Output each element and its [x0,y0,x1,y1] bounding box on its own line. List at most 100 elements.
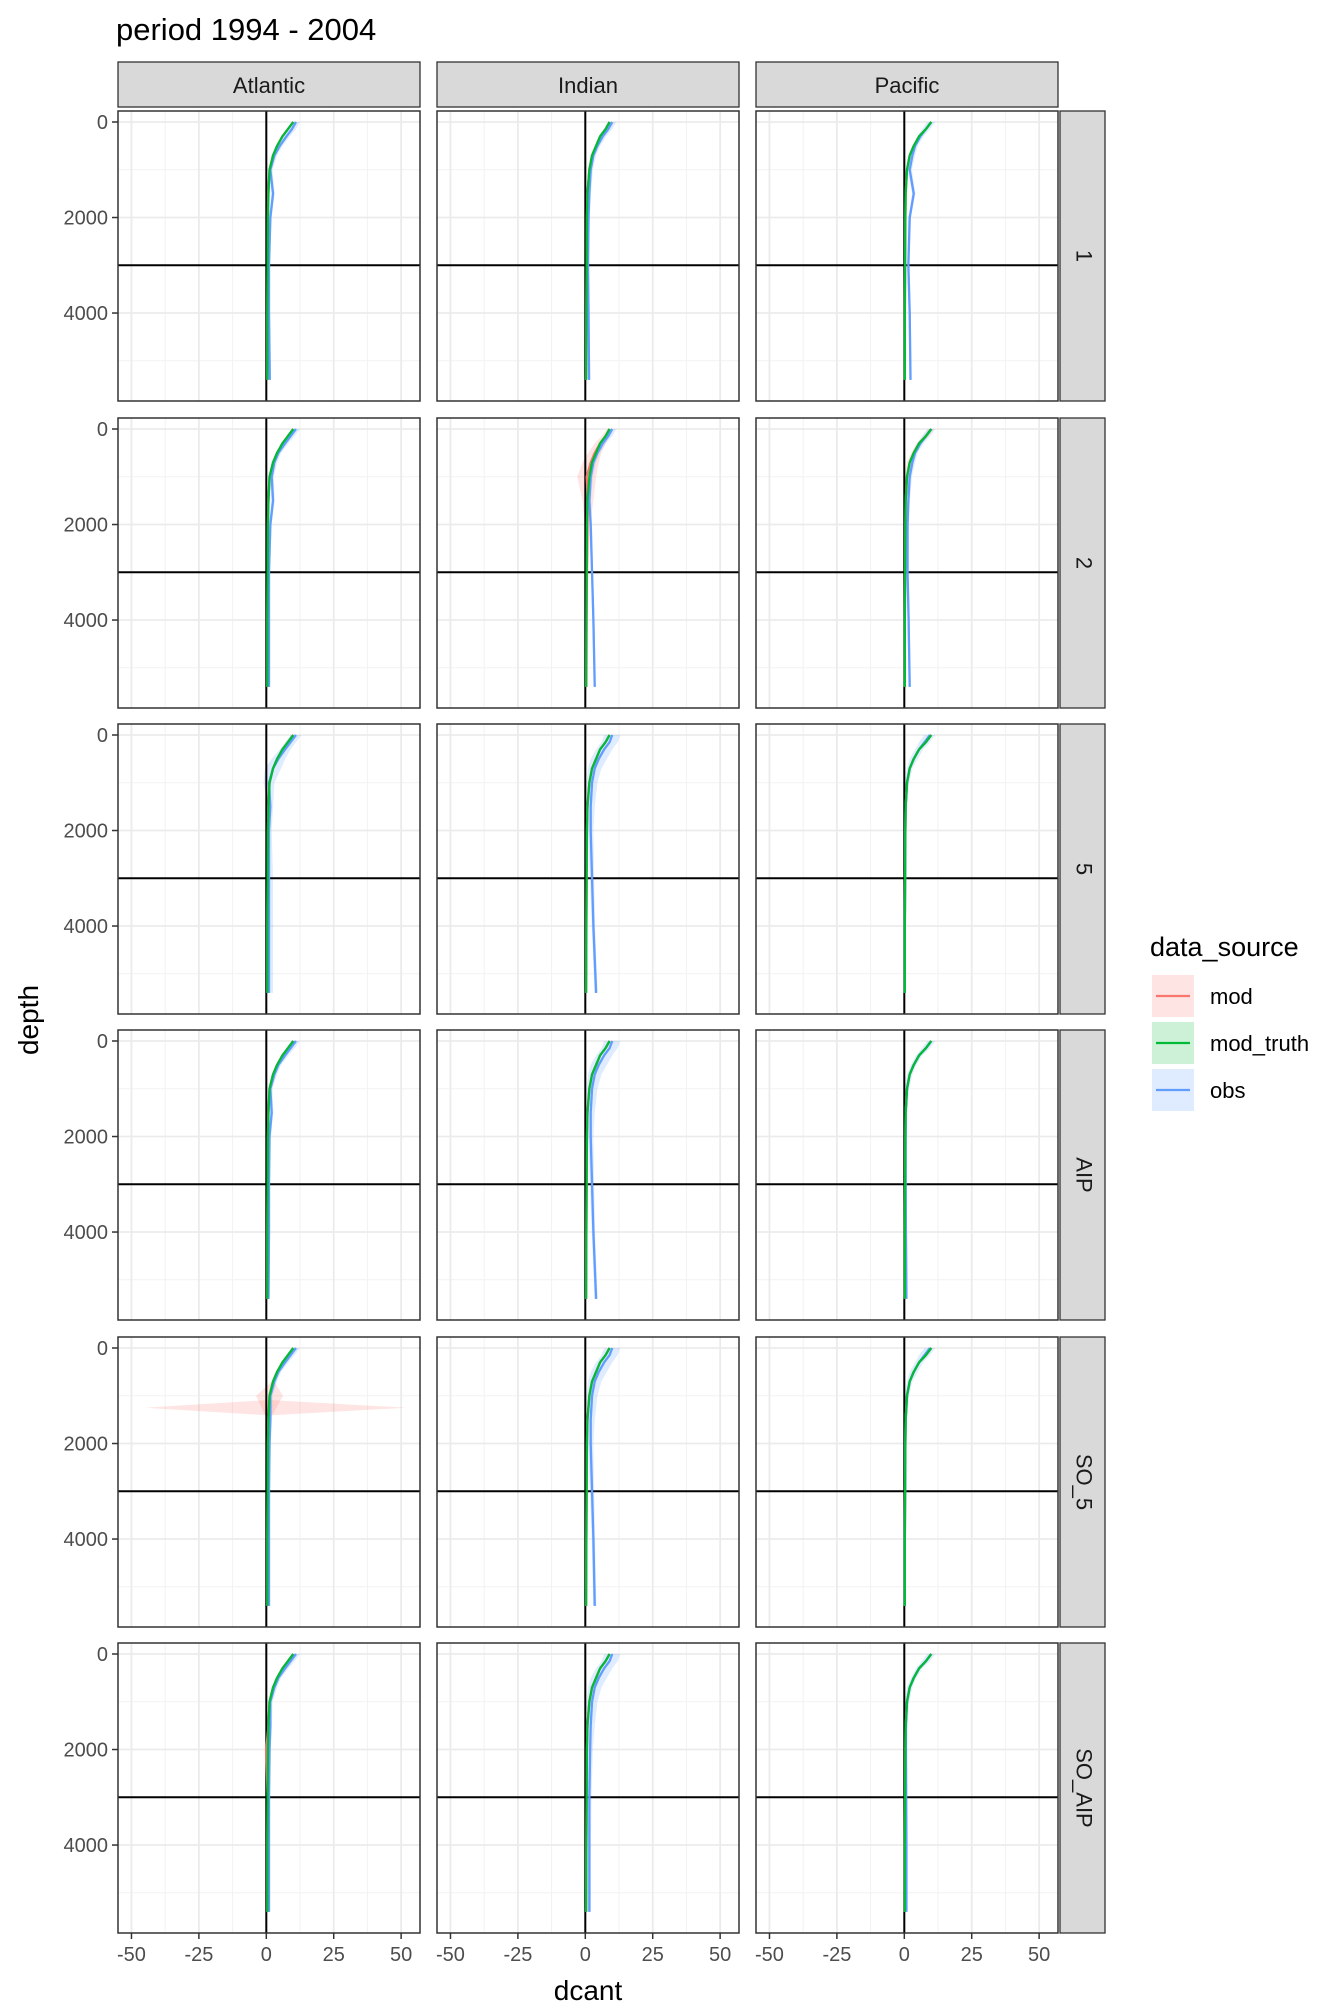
panel-border [755,1029,1059,1321]
mod-truth-line [266,121,295,380]
obs-ribbon [586,1041,621,1299]
x-tick-label: 0 [261,1944,272,1966]
row-strip [1059,1336,1106,1628]
x-tick-label: -25 [503,1944,532,1966]
panel-border [436,417,740,709]
y-tick-label: 0 [97,725,108,747]
panel-background [437,724,739,1014]
mod-truth-line [903,734,933,993]
panel-border [436,1336,740,1628]
column-strip-label: Atlantic [233,73,305,98]
panel-background [756,111,1058,401]
legend-entry-label: obs [1210,1078,1245,1103]
panel-border [117,110,421,402]
column-strip-label: Indian [558,73,618,98]
legend-title: data_source [1150,932,1299,962]
mod-truth-line [266,1040,295,1299]
obs-ribbon [586,735,621,993]
chart-title: period 1994 - 2004 [116,12,376,47]
row-strip-label: 5 [1072,863,1097,875]
x-tick-label: 25 [961,1944,983,1966]
panel-border [436,1029,740,1321]
panel-background [437,1030,739,1320]
panel-background [756,724,1058,1014]
legend-entry-label: mod [1210,984,1253,1009]
obs-ribbon [586,1348,621,1606]
row-strip-label: 2 [1072,557,1097,569]
panel-border [117,1642,421,1934]
mod-truth-line [903,121,933,380]
facet-panel [117,1642,421,1934]
panel-border [117,1029,421,1321]
column-strip [755,61,1059,108]
y-tick-label: 4000 [64,916,109,938]
x-tick-label: 25 [642,1944,664,1966]
mod-truth-line [903,1347,933,1606]
y-tick-label: 0 [97,1644,108,1666]
facet-panel [755,723,1059,1015]
facet-panel [436,417,740,709]
panel-border [117,417,421,709]
obs-ribbon [907,122,936,380]
x-tick-label: 50 [709,1944,731,1966]
x-tick-label: 50 [390,1944,412,1966]
panel-background [437,1643,739,1933]
obs-line [588,1653,614,1912]
mod-truth-line [266,428,295,687]
y-tick-label: 4000 [64,1529,109,1551]
facet-panel [755,417,1059,709]
y-tick-label: 2000 [64,1127,109,1149]
panel-border [755,723,1059,1015]
column-strip [117,61,421,108]
facet-panel [755,1029,1059,1321]
y-tick-label: 4000 [64,1835,109,1857]
mod-truth-line [266,1653,295,1912]
row-strip-label: AIP [1072,1157,1097,1192]
facet-panel [436,1642,740,1934]
mod-truth-line [266,734,295,993]
facet-panel [117,723,421,1015]
facet-panel [436,1336,740,1628]
mod-truth-line [266,1347,295,1606]
mod-truth-line [584,1653,611,1912]
obs-line [586,121,614,380]
x-tick-label: 50 [1028,1944,1050,1966]
column-strip-label: Pacific [875,73,940,98]
y-tick-label: 2000 [64,1434,109,1456]
facet-panel [755,1642,1059,1934]
facet-panels: Atlantic Indian Pacific125AIPSO_5SO_AIP020… [64,61,1106,1966]
row-strip [1059,417,1106,709]
y-tick-label: 4000 [64,1222,109,1244]
x-axis-title: dcant [554,1975,623,2006]
panel-background [437,1337,739,1627]
obs-ribbon [586,1654,621,1912]
row-strip [1059,110,1106,402]
y-tick-label: 0 [97,1338,108,1360]
panel-border [755,1336,1059,1628]
facet-panel [436,110,740,402]
panel-border [117,723,421,1015]
row-strip-label: 1 [1072,250,1097,262]
x-tick-label: 25 [323,1944,345,1966]
x-tick-label: 0 [580,1944,591,1966]
panel-border [436,723,740,1015]
obs-line [589,1040,614,1299]
facet-panel [755,110,1059,402]
x-tick-label: -50 [117,1944,146,1966]
mod-truth-line [584,428,611,687]
panel-border [755,417,1059,709]
mod-ribbon-spike [144,1400,407,1416]
facet-panel [117,110,421,402]
row-strip-label: SO_5 [1072,1454,1097,1510]
y-tick-label: 4000 [64,303,109,325]
legend-entry-label: mod_truth [1210,1031,1309,1056]
x-tick-label: -25 [822,1944,851,1966]
row-strip [1059,1642,1106,1934]
x-tick-label: -25 [184,1944,213,1966]
x-tick-label: -50 [755,1944,784,1966]
facet-panel [436,1029,740,1321]
mod-truth-line [903,1040,933,1299]
facet-panel [117,1336,421,1628]
